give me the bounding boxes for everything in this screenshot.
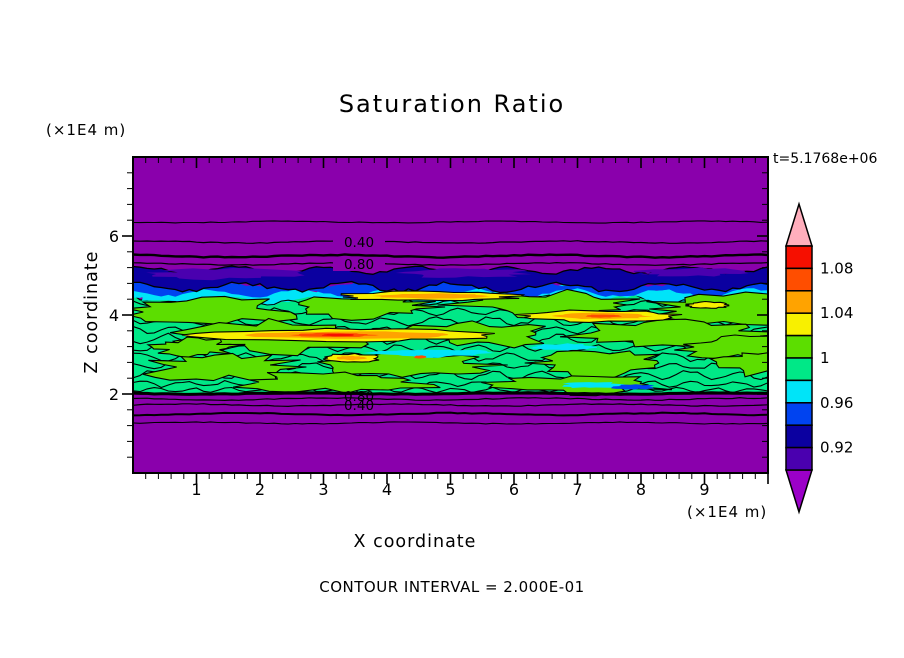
colorbar-segment [785, 357, 813, 382]
colorbar-tick-label: 0.96 [820, 394, 853, 412]
colorbar-over-arrow [784, 201, 814, 247]
field-orange-core [371, 293, 491, 299]
field-violet-patch [395, 268, 532, 278]
x-tick-label: 2 [255, 480, 265, 499]
contour-label-top-040: 0.40 [344, 235, 374, 251]
field-chartreuse-blob [232, 371, 441, 394]
x-tick-label: 8 [636, 480, 646, 499]
colorbar-tick-label: 0.92 [820, 439, 853, 457]
field-red-core [585, 314, 622, 318]
field-violet-patch [633, 267, 749, 277]
colorbar-tick-label: 1.04 [820, 304, 853, 322]
field-layers: 0.400.800.800.40 [133, 157, 768, 473]
x-tick-label: 4 [382, 480, 392, 499]
colorbar-segment [785, 379, 813, 404]
contour-label-top-080: 0.80 [344, 257, 374, 273]
x-axis-title: X coordinate [354, 532, 477, 552]
contour-line-upper [133, 239, 768, 244]
plot-border [132, 156, 769, 474]
x-tick-label: 7 [572, 480, 582, 499]
contour-line-lower [133, 403, 768, 408]
x-axis-unit-label: (×1E4 m) [687, 503, 767, 521]
field-yellow-streak [685, 300, 730, 309]
contour-label-bottom-040: 0.40 [344, 398, 374, 414]
colorbar-tick-label: 1 [820, 349, 830, 367]
colorbar-segment [785, 267, 813, 292]
colorbar-segment [785, 446, 813, 471]
field-clipped: 0.400.800.800.40 [133, 157, 768, 473]
axis-ticks [122, 158, 769, 484]
contour-line-lower [133, 396, 768, 402]
colorbar-segment [785, 312, 813, 337]
colorbar-segment [785, 245, 813, 270]
contour-label-mask [333, 235, 385, 249]
field-cyan-streak [362, 349, 495, 358]
time-label: t=5.1768e+06 [773, 151, 877, 167]
contour-line-upper [133, 253, 768, 259]
y-axis-title: Z coordinate [82, 251, 102, 374]
field-violet-patch [146, 267, 305, 281]
field-chartreuse-blob [524, 350, 661, 379]
colorbar: 1.08 1.04 1 0.96 0.92 [784, 201, 853, 515]
field-contour-squiggle [133, 343, 768, 353]
field-cyan-streak [528, 343, 597, 351]
y-tick-label: 4 [109, 306, 119, 325]
field-chartreuse-blob [133, 295, 298, 326]
plot-area: 0.400.800.800.40 [133, 157, 768, 473]
contour-label-bottom-080: 0.80 [344, 389, 374, 405]
field-cyan-streak [561, 382, 627, 388]
y-tick-label: 6 [109, 227, 119, 246]
y-tick-label: 2 [109, 385, 119, 404]
colorbar-segment [785, 424, 813, 449]
field-contour-squiggle [133, 386, 768, 394]
x-tick-label: 9 [699, 480, 709, 499]
contour-line-lower [133, 421, 768, 425]
field-orange-core [336, 355, 368, 361]
colorbar-segment [785, 402, 813, 426]
x-tick-label: 5 [445, 480, 455, 499]
x-tick-label: 6 [509, 480, 519, 499]
field-chartreuse-blob [708, 351, 768, 378]
y-axis-unit-label: (×1E4 m) [46, 121, 126, 139]
field-red-core [413, 355, 427, 359]
colorbar-segment [785, 290, 813, 314]
contour-label-mask [333, 257, 385, 271]
field-contour-squiggle [133, 380, 768, 389]
axis-tick-labels: 1 2 3 4 5 6 7 8 9 2 4 6 [109, 227, 710, 499]
field-chartreuse-blob [146, 336, 246, 359]
field-chartreuse-blob [644, 291, 768, 326]
field-band-bottom-line [133, 391, 768, 396]
field-blue-speck [611, 384, 655, 390]
x-tick-label: 3 [318, 480, 328, 499]
plot-title: Saturation Ratio [339, 90, 565, 118]
colorbar-segment [785, 334, 813, 359]
contour-line-upper [133, 261, 768, 267]
colorbar-tick-label: 1.08 [820, 259, 853, 277]
contour-interval-label: CONTOUR INTERVAL = 2.000E-01 [319, 578, 584, 596]
contour-line-lower [133, 411, 768, 417]
x-tick-label: 1 [191, 480, 201, 499]
field-red-core [321, 333, 355, 337]
colorbar-under-arrow [784, 469, 814, 515]
contour-line-upper [133, 220, 768, 224]
